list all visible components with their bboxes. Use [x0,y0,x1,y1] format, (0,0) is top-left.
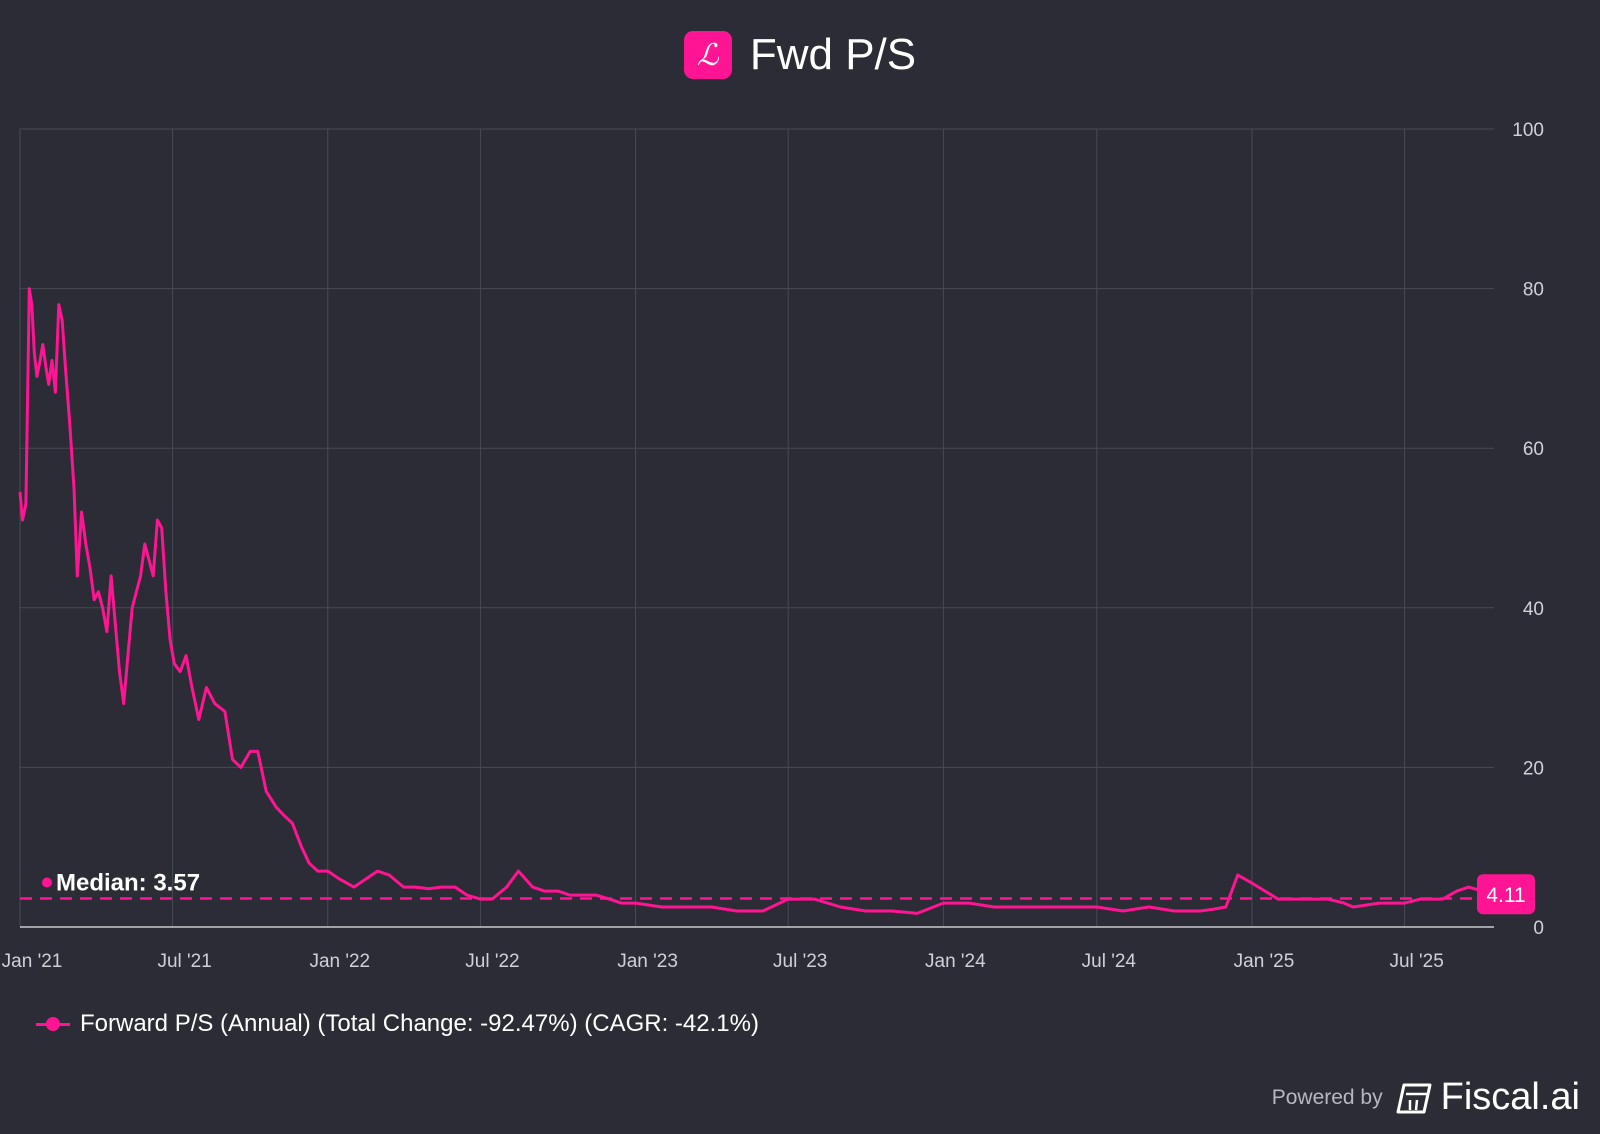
legend-label: Forward P/S (Annual) (Total Change: -92.… [80,1010,759,1037]
y-tick-label: 80 [1523,280,1544,301]
x-tick-label: Jan '25 [1234,951,1295,972]
median-dot-icon [42,877,52,888]
chart-legend[interactable]: Forward P/S (Annual) (Total Change: -92.… [36,1010,759,1038]
x-tick-label: Jul '23 [773,951,827,972]
series-line [18,287,1496,915]
legend-marker-icon [36,1017,70,1031]
x-tick-label: Jul '21 [157,951,211,972]
chart-title-bar: ℒ Fwd P/S [0,30,1600,80]
last-value-label: 4.11 [1486,884,1525,907]
chart-title: Fwd P/S [749,30,917,79]
y-tick-label: 20 [1523,758,1544,779]
x-tick-label: Jan '22 [309,951,370,972]
y-tick-label: 0 [1533,918,1544,939]
last-value-badge [1477,874,1535,915]
x-tick-label: Jul '24 [1082,951,1137,972]
x-tick-label: Jan '24 [925,951,986,972]
x-tick-label: Jul '22 [465,951,519,972]
y-tick-label: 60 [1523,439,1544,460]
x-tick-label: Jan '23 [617,951,678,972]
y-tick-label: 100 [1512,120,1544,141]
fiscal-brand-name: Fiscal.ai [1440,1076,1580,1118]
median-label: Median: 3.57 [56,870,200,897]
x-tick-label: Jul '25 [1389,951,1443,972]
x-tick-label: Jan '21 [2,951,63,972]
y-tick-label: 40 [1523,599,1544,620]
script-l-icon: ℒ [683,31,732,79]
fiscal-logo-icon [1396,1083,1432,1113]
powered-by-text: Powered by [1271,1085,1383,1109]
footer-branding: Powered by Fiscal.ai [1272,1076,1580,1119]
